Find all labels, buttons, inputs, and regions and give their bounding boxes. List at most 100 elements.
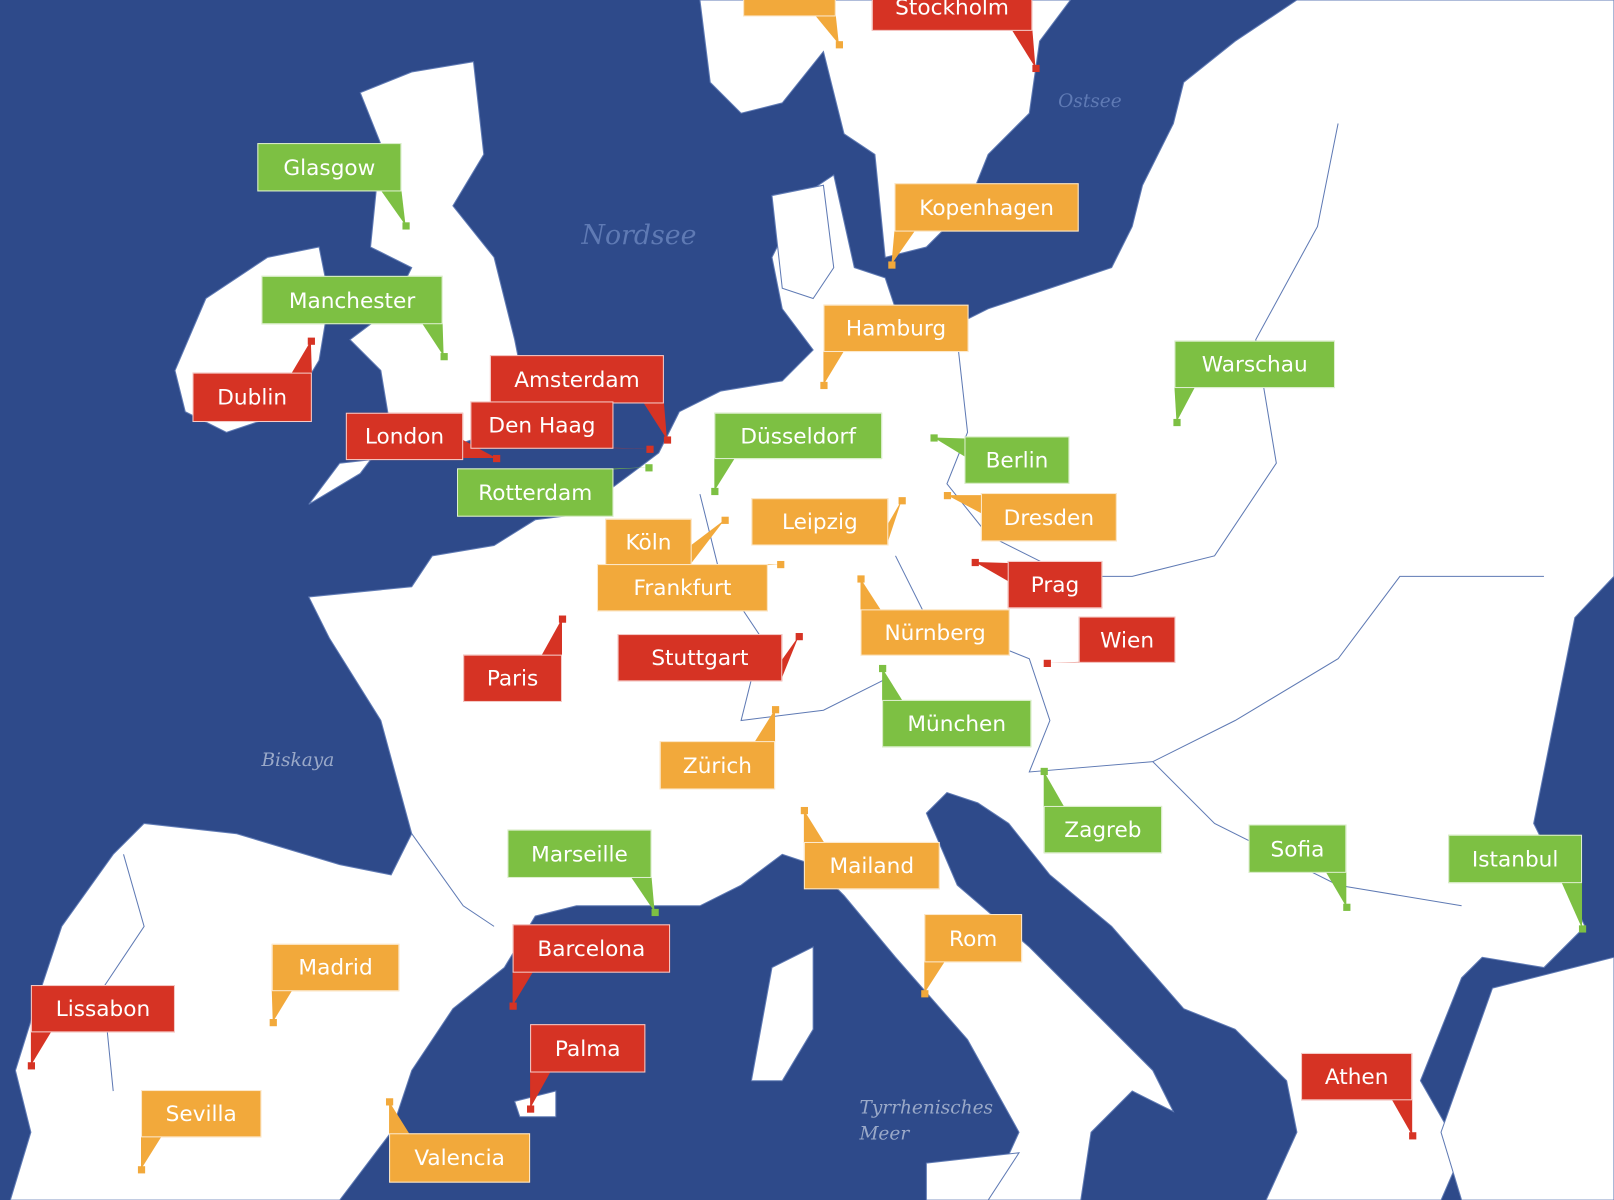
city-label-den-haag[interactable]: Den Haag <box>470 401 614 449</box>
city-marker-palma[interactable] <box>527 1105 535 1113</box>
denmark-land <box>771 184 835 300</box>
city-label-n-rnberg[interactable]: Nürnberg <box>860 609 1010 656</box>
city-marker-rotterdam[interactable] <box>645 464 653 472</box>
city-marker-sevilla[interactable] <box>137 1166 146 1174</box>
city-marker-athen[interactable] <box>1409 1132 1417 1140</box>
city-marker-madrid[interactable] <box>269 1019 277 1027</box>
city-label-rom[interactable]: Rom <box>924 914 1023 963</box>
turkey-land <box>1440 956 1614 1200</box>
city-label-z-rich[interactable]: Zürich <box>659 741 776 790</box>
sicily-land <box>925 1152 1021 1200</box>
city-label-paris[interactable]: Paris <box>463 654 562 702</box>
city-marker-zagreb[interactable] <box>1040 767 1048 776</box>
city-label-marseille[interactable]: Marseille <box>507 829 652 878</box>
city-label-wien[interactable]: Wien <box>1078 616 1176 663</box>
city-marker-kopenhagen[interactable] <box>888 261 896 269</box>
callout-tail-stuttgart <box>781 636 799 680</box>
city-marker-berlin[interactable] <box>930 434 938 442</box>
city-label-oslo[interactable]: Oslo <box>743 0 836 17</box>
city-label-valencia[interactable]: Valencia <box>389 1133 531 1183</box>
city-label-kopenhagen[interactable]: Kopenhagen <box>894 183 1079 232</box>
city-marker-amsterdam[interactable] <box>663 436 672 444</box>
city-marker-marseille[interactable] <box>651 908 659 917</box>
continent-land <box>9 0 1614 1200</box>
city-marker-mailand[interactable] <box>800 806 809 815</box>
city-marker-rom[interactable] <box>921 990 929 998</box>
city-label-rotterdam[interactable]: Rotterdam <box>457 468 614 517</box>
city-label-warschau[interactable]: Warschau <box>1174 340 1336 389</box>
city-marker-prag[interactable] <box>971 558 979 567</box>
sea-label-biskaya: Biskaya <box>261 749 335 771</box>
city-label-manchester[interactable]: Manchester <box>261 275 443 325</box>
city-marker-lissabon[interactable] <box>27 1062 35 1070</box>
callout-tail-marseille <box>630 876 655 912</box>
city-marker-istanbul[interactable] <box>1578 925 1587 933</box>
city-marker-dresden[interactable] <box>943 492 952 500</box>
city-label-palma[interactable]: Palma <box>530 1024 646 1073</box>
city-marker-manchester[interactable] <box>440 353 448 361</box>
callout-tail-manchester <box>422 323 444 357</box>
callout-tail-warschau <box>1174 387 1196 423</box>
city-label-m-nchen[interactable]: München <box>882 699 1032 748</box>
city-label-london[interactable]: London <box>345 412 464 461</box>
city-marker-wien[interactable] <box>1043 659 1051 667</box>
city-marker-stuttgart[interactable] <box>795 633 803 641</box>
city-marker-n-rnberg[interactable] <box>857 575 865 583</box>
city-marker-glasgow[interactable] <box>402 222 410 230</box>
city-label-leipzig[interactable]: Leipzig <box>751 498 889 546</box>
city-label-glasgow[interactable]: Glasgow <box>257 143 402 192</box>
city-label-hamburg[interactable]: Hamburg <box>823 304 969 353</box>
city-label-stuttgart[interactable]: Stuttgart <box>617 634 783 682</box>
city-marker-z-rich[interactable] <box>771 706 780 714</box>
callout-tail-palma <box>530 1071 551 1109</box>
city-label-frankfurt[interactable]: Frankfurt <box>596 564 768 612</box>
city-label-lissabon[interactable]: Lissabon <box>30 985 175 1033</box>
callout-tail-paris <box>541 618 562 656</box>
sea-label-ostsee: Ostsee <box>1058 90 1122 113</box>
city-marker-warschau[interactable] <box>1173 418 1181 427</box>
city-label-istanbul[interactable]: Istanbul <box>1448 834 1583 884</box>
sea-label-nordsee: Nordsee <box>581 220 697 252</box>
callout-tail-stockholm <box>1011 29 1036 68</box>
city-marker-valencia[interactable] <box>385 1098 394 1106</box>
callout-tail-sevilla <box>141 1136 162 1170</box>
city-label-athen[interactable]: Athen <box>1301 1052 1413 1101</box>
city-label-prag[interactable]: Prag <box>1007 560 1103 609</box>
city-marker-barcelona[interactable] <box>509 1002 517 1010</box>
city-label-sofia[interactable]: Sofia <box>1248 824 1347 873</box>
callout-tail-madrid <box>271 990 293 1023</box>
city-label-stockholm[interactable]: Stockholm <box>871 0 1033 31</box>
city-marker-dublin[interactable] <box>307 337 315 345</box>
city-marker-london[interactable] <box>493 454 501 463</box>
city-marker-den-haag[interactable] <box>646 445 654 453</box>
city-marker-stockholm[interactable] <box>1032 64 1040 73</box>
city-label-barcelona[interactable]: Barcelona <box>512 924 671 973</box>
city-label-amsterdam[interactable]: Amsterdam <box>489 355 664 404</box>
callout-tail-d-sseldorf <box>714 458 735 491</box>
city-label-k-ln[interactable]: Köln <box>605 518 692 567</box>
city-marker-paris[interactable] <box>558 615 567 623</box>
city-label-madrid[interactable]: Madrid <box>271 943 400 992</box>
city-marker-k-ln[interactable] <box>721 516 729 524</box>
city-marker-d-sseldorf[interactable] <box>711 487 719 496</box>
city-label-zagreb[interactable]: Zagreb <box>1043 805 1163 854</box>
city-marker-oslo[interactable] <box>835 41 843 49</box>
city-label-dresden[interactable]: Dresden <box>980 493 1117 542</box>
sea-label-tyrrhenisches-meer: Tyrrhenisches Meer <box>859 1097 994 1145</box>
city-label-berlin[interactable]: Berlin <box>964 436 1070 484</box>
city-label-sevilla[interactable]: Sevilla <box>141 1090 262 1138</box>
city-label-dublin[interactable]: Dublin <box>192 372 312 423</box>
city-marker-frankfurt[interactable] <box>777 560 785 569</box>
city-marker-leipzig[interactable] <box>898 497 906 505</box>
city-label-mailand[interactable]: Mailand <box>803 841 940 890</box>
callout-tail-leipzig <box>887 500 902 544</box>
city-marker-m-nchen[interactable] <box>879 664 887 673</box>
callout-tail-n-rnberg <box>860 578 882 611</box>
city-marker-hamburg[interactable] <box>820 381 828 390</box>
callout-tail-sofia <box>1325 871 1347 907</box>
callout-tail-valencia <box>389 1101 410 1135</box>
city-label-d-sseldorf[interactable]: Düsseldorf <box>714 412 883 460</box>
city-marker-sofia[interactable] <box>1343 903 1351 911</box>
